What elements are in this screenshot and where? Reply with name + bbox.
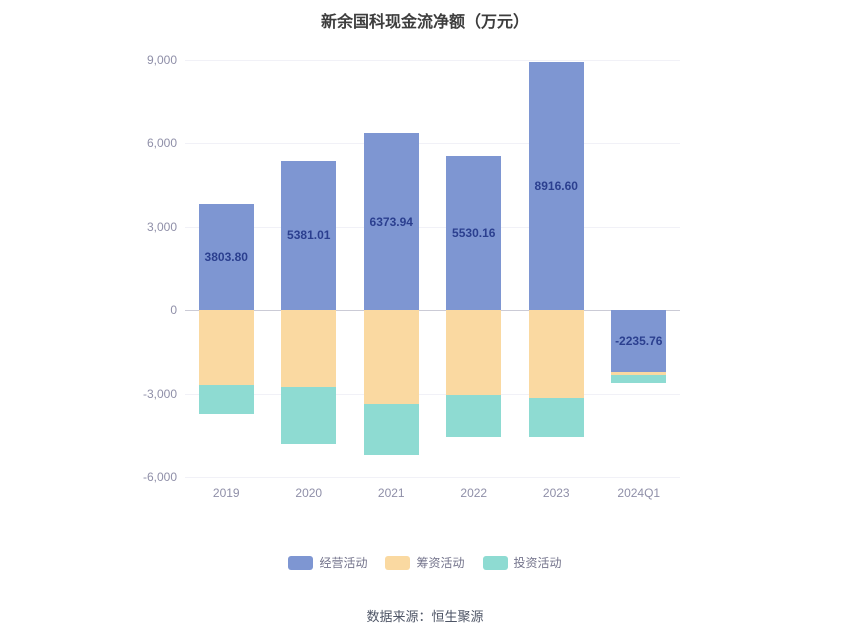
y-axis-tick-label: 0 (170, 303, 177, 318)
legend-item[interactable]: 筹资活动 (385, 554, 465, 571)
y-axis-tick-label: -6,000 (142, 470, 177, 484)
zero-axis-line (185, 310, 680, 312)
bar-segment (611, 310, 667, 373)
bar-segment (281, 310, 337, 387)
bar-segment (446, 395, 502, 438)
bar-value-label: 8916.60 (534, 179, 578, 194)
chart-legend: 经营活动 筹资活动 投资活动 (0, 554, 850, 571)
x-axis-category-label: 2021 (377, 486, 405, 500)
x-axis-category-label: 2023 (542, 486, 570, 500)
y-axis-tick-label: 9,000 (146, 53, 177, 67)
y-axis-tick-label: 3,000 (146, 219, 177, 234)
data-source-text: 数据来源：恒生聚源 (366, 609, 484, 624)
legend-item[interactable]: 投资活动 (482, 554, 562, 571)
bar-segment (198, 385, 254, 415)
legend-label: 经营活动 (319, 556, 368, 570)
bar-value-label: 3803.80 (204, 250, 248, 265)
legend-label: 筹资活动 (416, 556, 465, 570)
bar-segment (281, 160, 337, 311)
gridline (185, 143, 680, 145)
bar-segment (528, 62, 584, 311)
legend-swatch (288, 555, 314, 570)
legend-item[interactable]: 经营活动 (288, 554, 367, 571)
y-axis-tick-label: 6,000 (146, 136, 177, 151)
bar-value-label: -2235.76 (615, 334, 663, 349)
x-axis-category-label: 2024Q1 (617, 486, 661, 500)
bar-segment (363, 404, 419, 456)
bar-segment (446, 310, 502, 396)
chart-title: 新余国科现金流净额（万元） (320, 14, 529, 31)
legend-swatch (482, 555, 508, 570)
bar-segment (198, 310, 254, 386)
bar-segment (363, 310, 419, 405)
x-axis-category-label: 2020 (295, 486, 323, 500)
bar-segment (528, 398, 584, 438)
bar-segment (611, 372, 667, 376)
gridline (185, 393, 680, 395)
gridline (185, 60, 680, 61)
chart-plot-area: 9,000 6,000 3,000 0 -3,000 -6,000 2019 3803.80 2… (143, 53, 680, 500)
bar-value-label: 5381.01 (287, 228, 331, 243)
y-axis-tick-label: -3,000 (142, 386, 177, 401)
gridline (185, 477, 680, 478)
bar-segment (198, 204, 254, 311)
legend-swatch (385, 555, 411, 570)
legend-label: 投资活动 (513, 556, 562, 570)
bar-segment (611, 375, 667, 383)
gridline (185, 226, 680, 228)
bar-segment (363, 133, 419, 311)
bar-segment (528, 310, 584, 399)
x-axis-category-label: 2022 (460, 486, 488, 500)
x-axis-category-label: 2019 (212, 486, 240, 500)
bar-segment (281, 386, 337, 444)
bar-value-label: 6373.94 (369, 214, 413, 229)
bar-value-label: 5530.16 (452, 226, 496, 241)
bar-segment (446, 156, 502, 311)
